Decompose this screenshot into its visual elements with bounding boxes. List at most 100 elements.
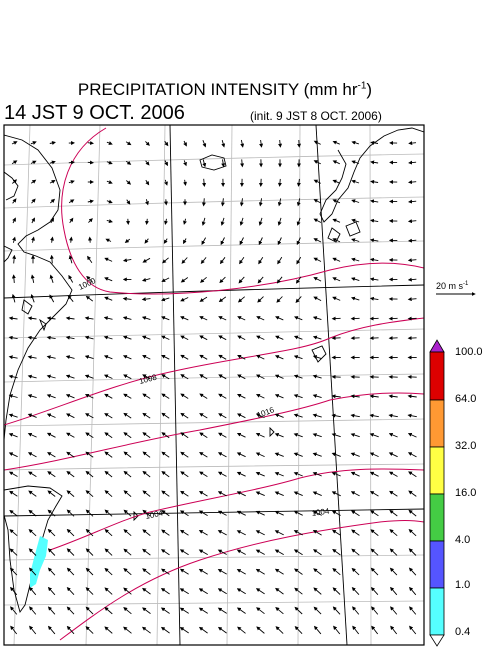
wind-arrow xyxy=(274,394,284,399)
colorbar-label: 0.4 xyxy=(455,626,471,638)
wind-arrow xyxy=(369,296,379,301)
wind-arrow xyxy=(255,588,265,595)
colorbar-segment xyxy=(429,446,445,495)
wind-arrow xyxy=(274,452,284,457)
wind-arrow xyxy=(294,587,303,595)
wind-arrow xyxy=(275,626,284,634)
wind-arrow xyxy=(8,433,18,438)
wind-arrow xyxy=(333,625,341,635)
wind-arrow xyxy=(49,180,56,184)
wind-arrow xyxy=(142,451,151,458)
wind-arrow xyxy=(332,257,341,262)
wind-arrow xyxy=(8,374,18,379)
wind-arrow xyxy=(104,548,113,556)
wind-arrow xyxy=(351,567,360,576)
wind-arrow xyxy=(274,549,284,555)
wind-arrow xyxy=(104,626,113,634)
wind-arrow xyxy=(141,316,151,321)
wind-arrow xyxy=(293,355,303,360)
wind-arrow xyxy=(161,316,170,321)
wind-arrow xyxy=(161,568,170,575)
wind-arrow xyxy=(407,432,417,438)
wind-arrow xyxy=(237,354,246,360)
wind-arrow xyxy=(389,529,398,537)
wind-arrow xyxy=(68,160,75,165)
wind-arrow xyxy=(161,529,170,536)
wind-arrow xyxy=(217,549,227,555)
wind-arrow xyxy=(85,626,94,634)
wind-arrow xyxy=(255,413,265,419)
wind-arrow xyxy=(240,159,245,168)
wind-arrow xyxy=(276,296,283,303)
wind-arrow xyxy=(237,316,246,321)
wind-arrow xyxy=(259,139,264,148)
wind-arrow xyxy=(202,159,207,168)
wind-arrow xyxy=(104,296,113,301)
wind-arrow xyxy=(142,374,151,380)
wind-arrow xyxy=(275,316,284,321)
wind-arrow xyxy=(256,626,265,634)
wind-arrow xyxy=(126,180,132,185)
wind-arrow xyxy=(238,276,245,284)
map-frame xyxy=(3,124,425,646)
wind-arrow xyxy=(179,626,189,634)
wind-arrow xyxy=(46,335,56,340)
wind-arrow xyxy=(164,160,168,167)
wind-arrow xyxy=(8,394,18,399)
wind-arrow xyxy=(274,374,284,379)
wind-arrow xyxy=(145,141,150,146)
wind-arrow xyxy=(199,432,208,438)
wind-arrow xyxy=(123,432,132,439)
wind-arrow xyxy=(239,256,245,265)
wind-arrow xyxy=(332,199,341,204)
wind-arrow xyxy=(409,586,417,596)
wind-arrow xyxy=(49,274,54,283)
wind-arrow xyxy=(332,548,341,556)
wind-arrow xyxy=(350,394,360,399)
wind-arrow xyxy=(236,549,246,555)
wind-arrow xyxy=(164,218,168,225)
wind-arrow xyxy=(255,471,265,477)
wind-arrow xyxy=(68,254,73,264)
wind-arrow xyxy=(84,335,94,340)
wind-arrow xyxy=(278,139,283,148)
wind-arrow xyxy=(27,413,37,418)
wind-arrow xyxy=(312,374,322,379)
wind-arrow xyxy=(313,277,322,282)
wind-arrow xyxy=(141,277,151,282)
wind-arrow xyxy=(30,141,37,145)
wind-arrow xyxy=(200,257,207,265)
wind-arrow xyxy=(313,568,322,575)
wind-arrow xyxy=(218,432,227,438)
wind-arrow xyxy=(258,237,263,246)
wind-arrow xyxy=(126,199,131,205)
wind-arrow xyxy=(295,276,302,284)
wind-arrow xyxy=(296,178,301,187)
wind-arrow xyxy=(255,452,265,458)
wind-arrow xyxy=(198,626,208,634)
wind-arrow xyxy=(390,625,398,635)
wind-arrow xyxy=(350,452,360,457)
wind-arrow xyxy=(276,276,283,284)
wind-arrow xyxy=(351,160,360,165)
wind-arrow xyxy=(67,294,74,302)
wind-arrow xyxy=(313,199,322,204)
wind-arrow xyxy=(9,490,18,497)
wind-arrow xyxy=(84,316,94,321)
wind-arrow xyxy=(255,510,265,516)
wind-arrow xyxy=(369,471,379,477)
wind-arrow xyxy=(236,432,246,438)
wind-arrow xyxy=(217,452,227,458)
wind-arrow xyxy=(255,394,265,399)
wind-arrow xyxy=(332,296,341,301)
wind-arrow xyxy=(65,316,75,321)
wind-arrow xyxy=(104,277,113,282)
wind-arrow xyxy=(50,236,54,243)
wind-arrow xyxy=(408,199,417,204)
wind-arrow xyxy=(274,530,284,536)
wind-arrow xyxy=(142,470,151,478)
coastlines xyxy=(4,127,424,614)
wind-arrow xyxy=(183,140,187,147)
rain-area xyxy=(30,536,48,588)
wind-arrow xyxy=(255,549,265,555)
